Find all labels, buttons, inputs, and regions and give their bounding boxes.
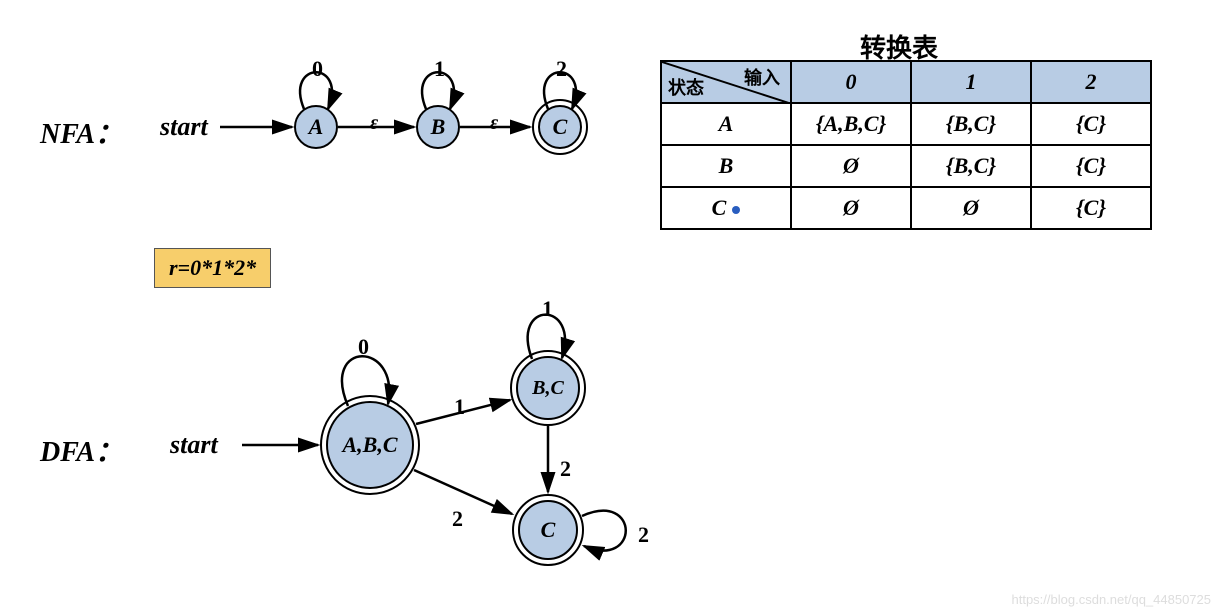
cell: {C}: [1031, 103, 1151, 145]
cell: {B,C}: [911, 103, 1031, 145]
transition-table: 输入 状态 0 1 2 A {A,B,C} {B,C} {C} B Ø {B,C…: [660, 60, 1152, 230]
blue-dot-icon: [732, 206, 740, 214]
dfa-edge-label: 2: [452, 506, 463, 532]
nfa-edge-label: 2: [556, 56, 567, 82]
diagram-root: NFA： start DFA： start r=0*1*2* 转换表 输入 状态…: [0, 0, 1221, 613]
watermark-text: https://blog.csdn.net/qq_44850725: [1012, 592, 1212, 607]
cell: Ø: [791, 145, 911, 187]
row-state-C: C: [661, 187, 791, 229]
nfa-edge-label: ε: [370, 112, 378, 135]
dfa-title: DFA：: [40, 430, 123, 470]
header-state-label: 状态: [668, 74, 704, 100]
dfa-state-ABC: A,B,C: [326, 401, 414, 489]
cell: {C}: [1031, 145, 1151, 187]
dfa-edge: [414, 470, 512, 514]
table-diag-header: 输入 状态: [661, 61, 791, 103]
dfa-edge-label: 1: [542, 296, 553, 322]
col-header-1: 1: [911, 61, 1031, 103]
dfa-start-label: start: [170, 430, 218, 460]
cell: {B,C}: [911, 145, 1031, 187]
cell: {C}: [1031, 187, 1151, 229]
dfa-edge-label: 2: [560, 456, 571, 482]
col-header-2: 2: [1031, 61, 1151, 103]
dfa-edge-label: 2: [638, 522, 649, 548]
nfa-start-label: start: [160, 112, 208, 142]
nfa-edge-label: 0: [312, 56, 323, 82]
regex-box: r=0*1*2*: [154, 248, 271, 288]
nfa-state-A: A: [294, 105, 338, 149]
table-row: A {A,B,C} {B,C} {C}: [661, 103, 1151, 145]
nfa-state-B: B: [416, 105, 460, 149]
dfa-edge: [582, 511, 626, 551]
regex-text: r=0*1*2*: [169, 255, 256, 280]
col-header-0: 0: [791, 61, 911, 103]
header-input-label: 输入: [744, 64, 780, 90]
nfa-title: NFA：: [40, 112, 123, 152]
nfa-state-C: C: [538, 105, 582, 149]
cell: {A,B,C}: [791, 103, 911, 145]
row-state-B: B: [661, 145, 791, 187]
dfa-edge-label: 1: [454, 394, 465, 420]
dfa-edge-label: 0: [358, 334, 369, 360]
table-row: B Ø {B,C} {C}: [661, 145, 1151, 187]
nfa-edge-label: 1: [434, 56, 445, 82]
table-row: C Ø Ø {C}: [661, 187, 1151, 229]
cell: Ø: [911, 187, 1031, 229]
dfa-state-C2: C: [518, 500, 578, 560]
table-header-row: 输入 状态 0 1 2: [661, 61, 1151, 103]
nfa-edge-label: ε: [490, 112, 498, 135]
row-state-A: A: [661, 103, 791, 145]
cell: Ø: [791, 187, 911, 229]
dfa-state-BC: B,C: [516, 356, 580, 420]
